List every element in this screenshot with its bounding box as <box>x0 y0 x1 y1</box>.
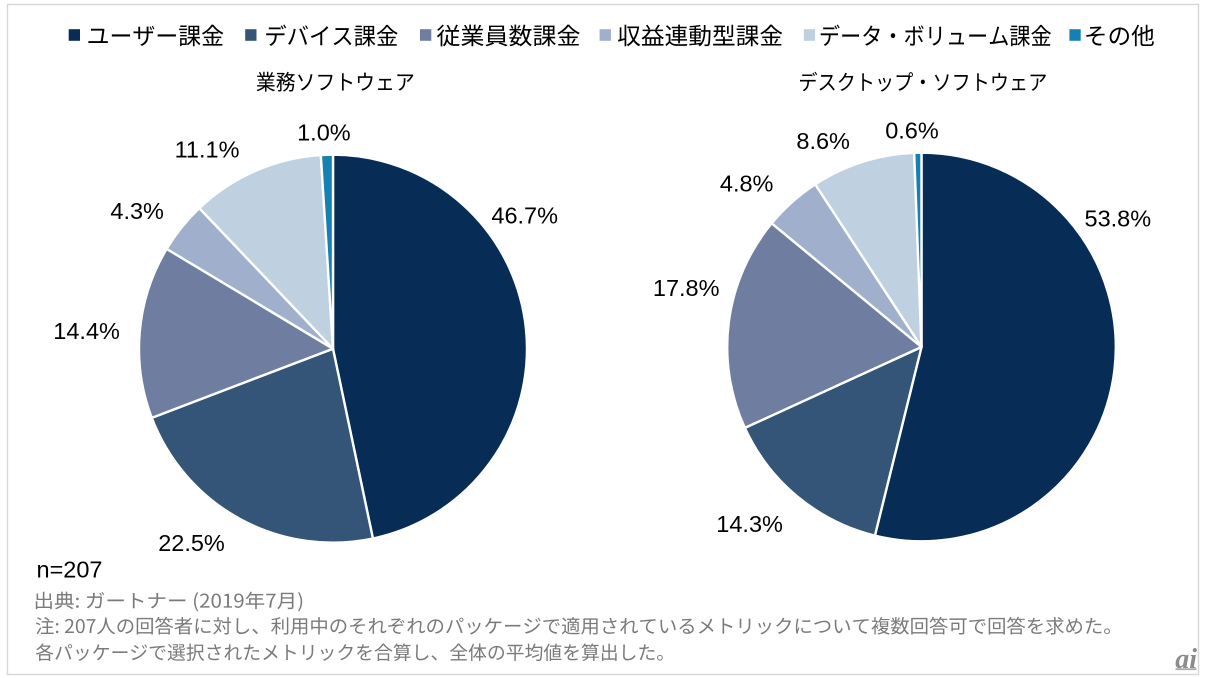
svg-text:0.6%: 0.6% <box>885 118 939 144</box>
svg-text:8.6%: 8.6% <box>796 128 850 154</box>
svg-text:17.8%: 17.8% <box>653 275 720 301</box>
svg-text:4.8%: 4.8% <box>720 170 774 196</box>
svg-text:14.4%: 14.4% <box>53 318 120 344</box>
svg-text:14.3%: 14.3% <box>716 511 783 537</box>
svg-text:n=207: n=207 <box>37 557 103 583</box>
svg-text:4.3%: 4.3% <box>110 198 164 224</box>
svg-text:ai: ai <box>1175 644 1197 675</box>
svg-text:46.7%: 46.7% <box>491 202 558 228</box>
svg-text:22.5%: 22.5% <box>158 530 225 556</box>
svg-text:53.8%: 53.8% <box>1085 205 1152 231</box>
svg-text:1.0%: 1.0% <box>297 120 351 146</box>
svg-text:11.1%: 11.1% <box>175 137 240 163</box>
